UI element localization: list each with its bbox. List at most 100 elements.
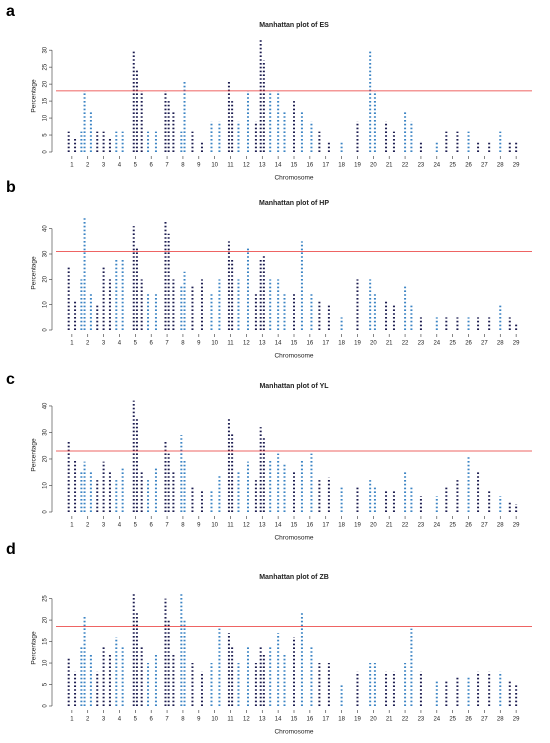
x-axis-label: Chromosome: [274, 729, 313, 736]
x-tick-label: 20: [370, 341, 377, 347]
x-tick-label: 26: [465, 341, 472, 347]
x-tick-label: 2: [86, 163, 90, 169]
x-tick-label: 14: [275, 717, 282, 723]
x-tick-label: 3: [102, 163, 106, 169]
x-tick-label: 22: [402, 163, 409, 169]
x-tick-label: 13: [259, 523, 266, 529]
x-tick-label: 20: [370, 523, 377, 529]
y-axis-label: Percentage: [31, 256, 38, 290]
chart-title: Manhattan plot of HP: [259, 200, 329, 207]
x-tick-label: 24: [433, 523, 440, 529]
x-tick-label: 18: [338, 717, 345, 723]
x-tick-label: 9: [197, 341, 201, 347]
x-tick-label: 21: [386, 717, 393, 723]
x-tick-label: 14: [275, 163, 282, 169]
x-tick-label: 10: [211, 717, 218, 723]
x-tick-label: 10: [211, 341, 218, 347]
x-tick-label: 19: [354, 163, 361, 169]
panel-label: c: [6, 371, 15, 388]
y-tick-label: 30: [43, 428, 49, 435]
x-tick-label: 28: [497, 341, 504, 347]
x-tick-label: 27: [481, 523, 488, 529]
x-tick-label: 12: [243, 163, 250, 169]
y-tick-label: 0: [43, 704, 49, 708]
x-tick-label: 15: [291, 163, 298, 169]
x-tick-label: 12: [243, 341, 250, 347]
x-tick-label: 7: [165, 717, 169, 723]
x-tick-label: 6: [150, 717, 154, 723]
x-tick-label: 17: [322, 163, 329, 169]
x-tick-label: 20: [370, 163, 377, 169]
x-tick-label: 23: [418, 163, 425, 169]
x-tick-label: 6: [150, 341, 154, 347]
x-tick-label: 14: [275, 341, 282, 347]
x-tick-label: 23: [418, 523, 425, 529]
y-tick-label: 10: [43, 114, 49, 121]
x-tick-label: 15: [291, 341, 298, 347]
x-tick-label: 19: [354, 717, 361, 723]
y-tick-label: 0: [43, 150, 49, 154]
panel: a Manhattan plot of ES Percentage Chromosom…: [6, 3, 532, 182]
x-tick-label: 18: [338, 163, 345, 169]
x-tick-label: 21: [386, 523, 393, 529]
x-tick-label: 29: [513, 717, 520, 723]
y-axis-label: Percentage: [31, 438, 38, 472]
x-tick-label: 7: [165, 523, 169, 529]
y-tick-label: 30: [43, 250, 49, 257]
y-tick-label: 10: [43, 481, 49, 488]
panel-label: a: [6, 3, 15, 20]
x-tick-label: 27: [481, 163, 488, 169]
y-tick-label: 10: [43, 659, 49, 666]
x-tick-label: 8: [181, 341, 185, 347]
x-tick-label: 2: [86, 341, 90, 347]
y-tick-label: 15: [43, 97, 49, 104]
panel-label: d: [6, 541, 16, 558]
x-tick-label: 27: [481, 341, 488, 347]
x-tick-label: 11: [227, 523, 234, 529]
x-tick-label: 4: [118, 341, 122, 347]
x-tick-label: 16: [307, 717, 314, 723]
x-tick-label: 24: [433, 341, 440, 347]
x-tick-label: 16: [307, 523, 314, 529]
x-tick-label: 28: [497, 163, 504, 169]
x-tick-label: 6: [150, 163, 154, 169]
x-tick-label: 1: [70, 717, 74, 723]
x-tick-label: 7: [165, 163, 169, 169]
x-tick-label: 15: [291, 717, 298, 723]
x-tick-label: 27: [481, 717, 488, 723]
x-tick-label: 18: [338, 341, 345, 347]
x-tick-label: 21: [386, 163, 393, 169]
x-tick-label: 19: [354, 523, 361, 529]
x-tick-label: 9: [197, 163, 201, 169]
x-tick-label: 9: [197, 523, 201, 529]
x-tick-label: 11: [227, 717, 234, 723]
x-tick-label: 13: [259, 341, 266, 347]
x-tick-label: 11: [227, 163, 234, 169]
x-tick-label: 29: [513, 523, 520, 529]
x-tick-label: 16: [307, 163, 314, 169]
x-axis-label: Chromosome: [274, 175, 313, 182]
y-tick-label: 25: [43, 63, 49, 70]
y-tick-label: 30: [43, 46, 49, 53]
x-tick-label: 8: [181, 717, 185, 723]
x-tick-label: 17: [322, 717, 329, 723]
y-axis-label: Percentage: [31, 631, 38, 665]
x-tick-label: 5: [134, 717, 138, 723]
x-tick-label: 22: [402, 341, 409, 347]
x-tick-label: 8: [181, 523, 185, 529]
x-tick-label: 29: [513, 163, 520, 169]
y-tick-label: 5: [43, 682, 49, 686]
x-tick-label: 25: [449, 341, 456, 347]
x-tick-label: 1: [70, 523, 74, 529]
x-tick-label: 14: [275, 523, 282, 529]
x-tick-label: 23: [418, 717, 425, 723]
x-tick-label: 25: [449, 163, 456, 169]
x-tick-label: 4: [118, 717, 122, 723]
x-tick-label: 9: [197, 717, 201, 723]
x-tick-label: 3: [102, 341, 106, 347]
x-tick-label: 28: [497, 717, 504, 723]
panel-label: b: [6, 179, 16, 196]
y-tick-label: 0: [43, 510, 49, 514]
x-tick-label: 29: [513, 341, 520, 347]
